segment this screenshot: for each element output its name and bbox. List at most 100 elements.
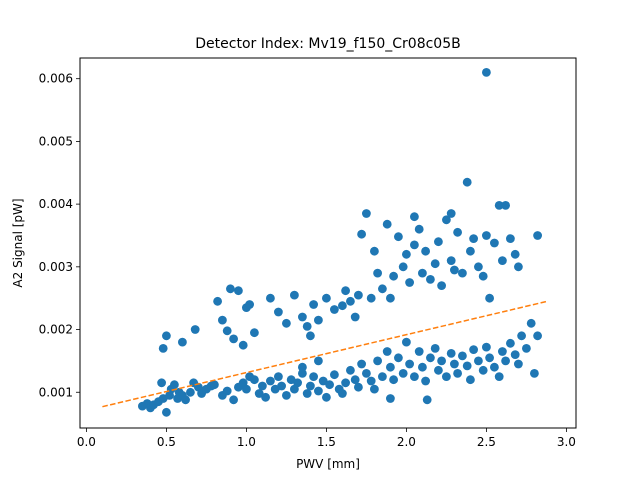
data-point — [389, 375, 398, 385]
data-point — [478, 271, 488, 281]
data-point — [350, 375, 360, 385]
data-point — [298, 362, 307, 372]
data-point — [338, 389, 347, 398]
data-point — [510, 350, 520, 359]
data-point — [426, 275, 435, 284]
data-point — [306, 331, 315, 341]
data-point — [414, 347, 424, 356]
data-point — [446, 209, 456, 218]
data-point — [190, 325, 200, 334]
data-point — [494, 201, 504, 210]
data-point — [162, 331, 171, 341]
data-point — [322, 293, 331, 303]
data-point — [485, 293, 494, 303]
data-point — [362, 209, 371, 218]
data-point — [462, 361, 472, 371]
data-point — [506, 338, 515, 348]
data-point — [346, 296, 355, 306]
data-point — [522, 344, 531, 353]
data-point — [314, 315, 323, 325]
data-point — [309, 300, 318, 309]
data-point — [450, 265, 459, 275]
data-point — [498, 256, 507, 265]
data-point — [430, 259, 440, 269]
x-axis-label: PWV [mm] — [296, 457, 360, 471]
data-point — [242, 384, 251, 394]
data-point — [250, 328, 259, 338]
data-point — [346, 365, 355, 375]
data-point — [178, 337, 187, 347]
data-point — [229, 395, 239, 405]
data-point — [410, 212, 419, 222]
data-point — [366, 293, 376, 303]
data-point — [330, 305, 339, 314]
data-point — [418, 362, 427, 372]
data-point — [277, 381, 286, 391]
data-point — [222, 326, 232, 336]
fit-line — [102, 300, 548, 408]
x-axis-ticks: 0.0 0.5 1.0 1.5 2.0 2.5 3.0 — [77, 428, 576, 449]
x-tick-label: 3.0 — [557, 435, 576, 449]
data-point — [514, 359, 523, 369]
data-point — [446, 256, 456, 265]
data-point — [466, 246, 475, 256]
data-point — [210, 380, 219, 390]
data-point — [362, 369, 371, 378]
data-point — [510, 249, 520, 259]
data-point — [322, 392, 331, 402]
data-point — [474, 262, 483, 272]
x-tick-label: 0.5 — [157, 435, 176, 449]
data-point — [229, 334, 239, 344]
data-point — [302, 322, 312, 331]
data-point — [394, 232, 403, 242]
data-point — [290, 290, 299, 300]
data-point — [357, 229, 366, 239]
data-point — [474, 356, 483, 366]
data-point — [373, 356, 382, 366]
data-point — [430, 344, 440, 353]
data-point — [405, 278, 414, 287]
data-point — [421, 376, 430, 386]
data-point — [434, 237, 443, 247]
data-point — [314, 356, 323, 366]
data-point — [378, 284, 387, 294]
y-tick-label: 0.001 — [39, 385, 73, 399]
fit-layer — [102, 300, 548, 408]
data-point — [450, 359, 459, 369]
data-point — [250, 375, 259, 385]
data-point — [414, 224, 424, 234]
data-point — [490, 238, 499, 248]
data-point — [266, 293, 275, 303]
data-point — [314, 386, 323, 396]
data-point — [373, 268, 382, 278]
data-point — [282, 391, 291, 400]
data-point — [402, 337, 411, 347]
data-point — [478, 365, 488, 375]
data-point — [158, 344, 168, 353]
data-point — [370, 384, 379, 394]
data-point — [462, 177, 472, 187]
y-tick-label: 0.005 — [39, 134, 73, 148]
data-point — [258, 381, 267, 391]
data-point — [418, 268, 427, 278]
data-point — [485, 353, 494, 363]
data-point — [402, 249, 411, 259]
data-point — [330, 370, 339, 380]
data-point — [458, 351, 467, 361]
data-point — [389, 271, 398, 281]
data-point — [309, 372, 318, 381]
data-point — [442, 372, 451, 381]
data-point — [494, 372, 504, 381]
data-point — [386, 362, 395, 372]
data-point — [437, 356, 446, 366]
data-point — [482, 231, 491, 240]
data-point — [341, 378, 350, 388]
data-point — [526, 318, 536, 328]
data-point — [157, 378, 167, 388]
data-point — [501, 201, 510, 210]
data-point — [482, 342, 491, 352]
data-point — [394, 353, 403, 363]
data-point — [282, 318, 291, 328]
data-point — [226, 284, 235, 294]
